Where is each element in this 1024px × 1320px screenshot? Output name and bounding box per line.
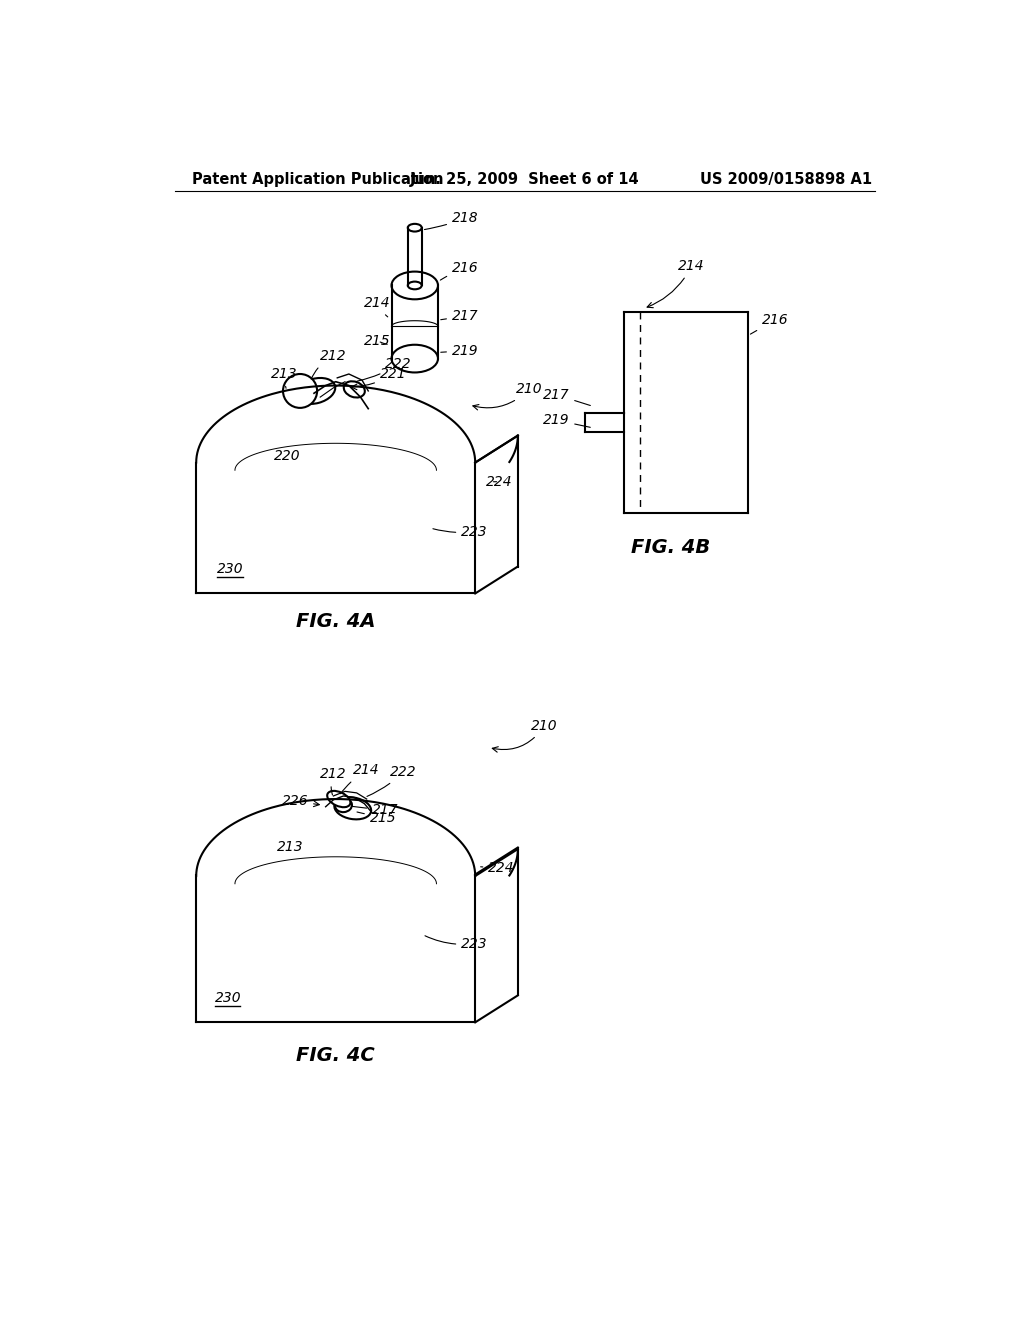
Text: 217: 217 bbox=[351, 804, 398, 817]
Text: 215: 215 bbox=[365, 334, 391, 347]
Text: 219: 219 bbox=[543, 413, 590, 428]
Text: 230: 230 bbox=[215, 990, 242, 1005]
Ellipse shape bbox=[335, 799, 352, 812]
Text: 221: 221 bbox=[351, 367, 407, 389]
Text: US 2009/0158898 A1: US 2009/0158898 A1 bbox=[699, 173, 872, 187]
Text: 217: 217 bbox=[440, 309, 478, 323]
Text: 218: 218 bbox=[425, 211, 478, 230]
Text: 214: 214 bbox=[647, 259, 705, 308]
Ellipse shape bbox=[391, 345, 438, 372]
Text: 216: 216 bbox=[751, 313, 788, 334]
Text: 224: 224 bbox=[480, 861, 515, 875]
Text: 223: 223 bbox=[433, 525, 487, 539]
Text: 210: 210 bbox=[473, 383, 542, 411]
Text: FIG. 4A: FIG. 4A bbox=[296, 612, 376, 631]
Text: 213: 213 bbox=[276, 841, 303, 854]
Ellipse shape bbox=[408, 224, 422, 231]
Ellipse shape bbox=[408, 281, 422, 289]
Ellipse shape bbox=[391, 272, 438, 300]
Text: 226: 226 bbox=[282, 795, 319, 808]
Text: 217: 217 bbox=[543, 388, 591, 405]
Text: 230: 230 bbox=[217, 562, 244, 576]
Text: 220: 220 bbox=[273, 449, 300, 463]
Ellipse shape bbox=[334, 797, 371, 820]
Text: 216: 216 bbox=[440, 260, 478, 280]
Text: 215: 215 bbox=[357, 810, 396, 825]
Ellipse shape bbox=[328, 791, 350, 808]
Text: 222: 222 bbox=[357, 356, 412, 381]
Text: Jun. 25, 2009  Sheet 6 of 14: Jun. 25, 2009 Sheet 6 of 14 bbox=[410, 173, 640, 187]
Text: 222: 222 bbox=[367, 766, 417, 796]
Text: 210: 210 bbox=[493, 718, 558, 752]
Text: Patent Application Publication: Patent Application Publication bbox=[191, 173, 443, 187]
Text: FIG. 4B: FIG. 4B bbox=[631, 537, 710, 557]
Text: 213: 213 bbox=[271, 367, 298, 388]
Text: 223: 223 bbox=[425, 936, 487, 950]
Ellipse shape bbox=[344, 381, 365, 397]
Text: 219: 219 bbox=[440, 343, 478, 358]
Text: 214: 214 bbox=[365, 296, 391, 317]
Text: 212: 212 bbox=[321, 767, 347, 795]
Circle shape bbox=[283, 374, 317, 408]
Ellipse shape bbox=[296, 378, 335, 404]
Text: 212: 212 bbox=[311, 350, 347, 379]
Text: 214: 214 bbox=[340, 763, 379, 793]
Text: FIG. 4C: FIG. 4C bbox=[296, 1045, 375, 1065]
Text: 224: 224 bbox=[486, 475, 513, 488]
